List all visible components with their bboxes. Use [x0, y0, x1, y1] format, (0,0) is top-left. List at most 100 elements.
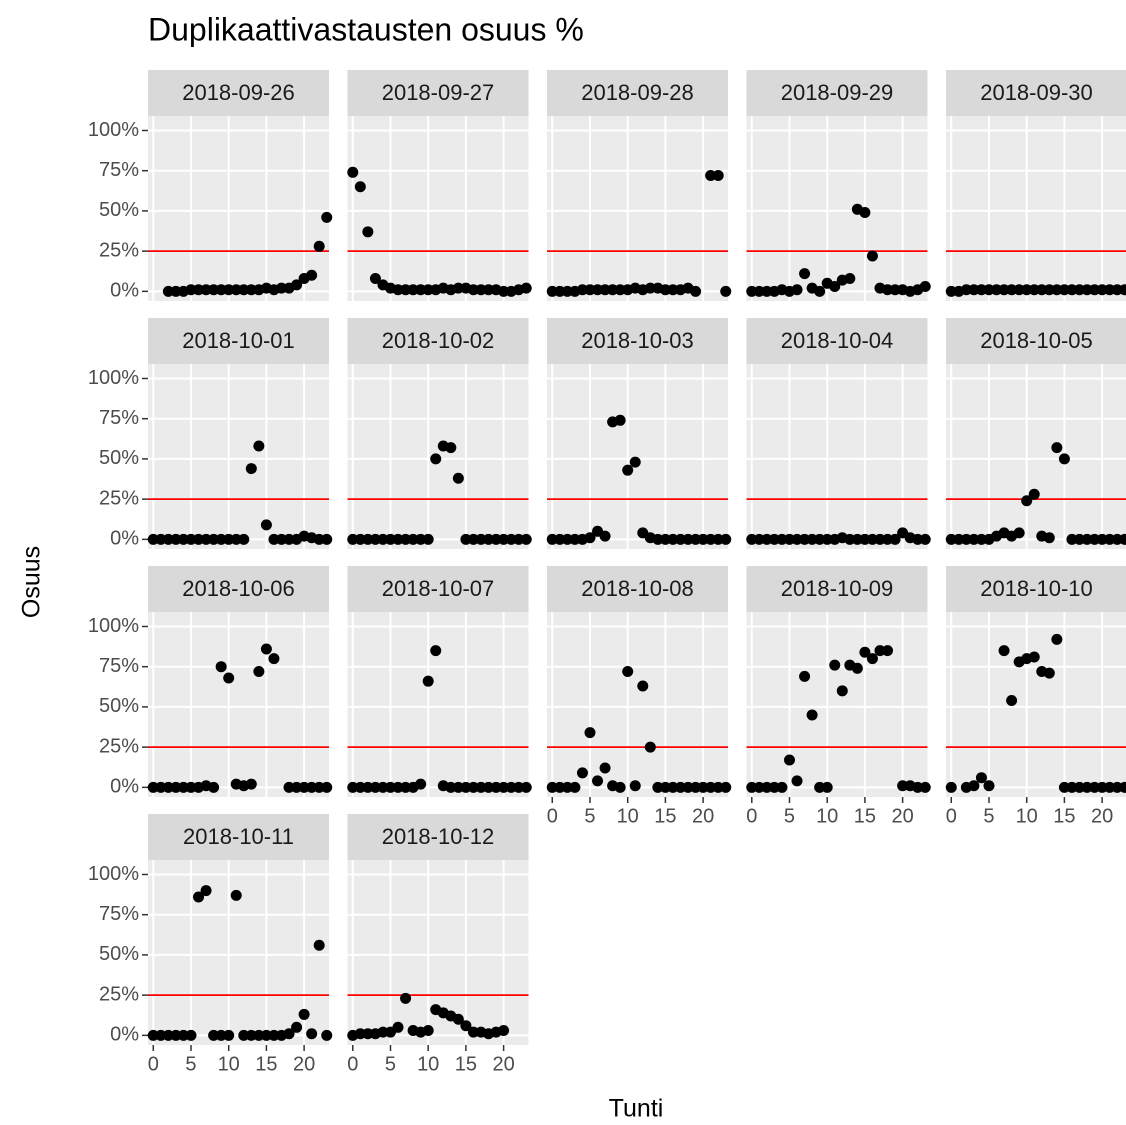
y-tick-label: 0%	[110, 280, 139, 302]
y-tick-label: 25%	[99, 735, 139, 757]
point	[561, 533, 573, 545]
strip-label: 2018-10-11	[183, 824, 294, 849]
y-tick-label: 100%	[88, 367, 139, 389]
x-tick-label: 15	[654, 805, 676, 827]
point	[761, 285, 773, 297]
point	[1013, 527, 1025, 539]
point	[776, 781, 788, 793]
point	[467, 533, 479, 545]
point	[983, 780, 995, 792]
y-tick-label: 75%	[99, 903, 139, 925]
point	[1051, 442, 1063, 454]
point	[614, 414, 626, 426]
point	[919, 781, 931, 793]
x-tick-label: 5	[983, 805, 994, 827]
point	[584, 532, 596, 544]
x-tick-label: 15	[1053, 805, 1075, 827]
point	[629, 780, 641, 792]
point	[505, 781, 517, 793]
point	[347, 166, 359, 178]
point	[720, 533, 732, 545]
point	[215, 661, 227, 673]
point	[498, 285, 510, 297]
point	[912, 781, 924, 793]
point	[283, 781, 295, 793]
point	[384, 533, 396, 545]
point	[674, 781, 686, 793]
point	[1006, 694, 1018, 706]
x-tick-label: 20	[293, 1053, 315, 1075]
point	[659, 284, 671, 296]
point	[162, 533, 174, 545]
strip	[946, 70, 1126, 116]
point	[614, 781, 626, 793]
point	[460, 533, 472, 545]
point	[667, 284, 679, 296]
point	[983, 284, 995, 296]
point	[392, 284, 404, 296]
strip-label: 2018-09-28	[581, 80, 694, 105]
strip-label: 2018-10-02	[382, 328, 495, 353]
point	[490, 533, 502, 545]
point	[177, 1029, 189, 1041]
y-tick-label: 50%	[99, 199, 139, 221]
panel-bg	[547, 364, 728, 549]
point	[185, 781, 197, 793]
point	[193, 533, 205, 545]
x-tick-label: 10	[816, 805, 838, 827]
point	[682, 781, 694, 793]
point	[313, 240, 325, 252]
point	[859, 533, 871, 545]
point	[592, 775, 604, 787]
point	[147, 533, 159, 545]
x-tick-label: 0	[148, 1053, 159, 1075]
panel-bg	[347, 860, 529, 1045]
point	[746, 285, 758, 297]
strip	[946, 318, 1126, 364]
point	[223, 672, 235, 684]
point	[998, 284, 1010, 296]
strip-label: 2018-09-29	[781, 80, 894, 105]
strip	[547, 70, 728, 116]
point	[155, 781, 167, 793]
y-tick-label: 75%	[99, 159, 139, 181]
x-tick-label: 5	[185, 1053, 196, 1075]
point	[1104, 781, 1116, 793]
point	[306, 269, 318, 281]
x-tick-label: 5	[784, 805, 795, 827]
point	[185, 284, 197, 296]
y-tick-label: 75%	[99, 655, 139, 677]
point	[1104, 284, 1116, 296]
point	[1043, 667, 1055, 679]
point	[746, 781, 758, 793]
point	[245, 778, 257, 790]
point	[430, 645, 442, 657]
x-tick-label: 0	[946, 805, 957, 827]
point	[377, 533, 389, 545]
point	[200, 885, 212, 897]
strip-label: 2018-10-06	[182, 576, 295, 601]
point	[1111, 533, 1123, 545]
point	[592, 284, 604, 296]
panel-bg	[148, 116, 329, 301]
point	[945, 781, 957, 793]
point	[505, 533, 517, 545]
point	[283, 533, 295, 545]
panel-bg	[946, 116, 1126, 301]
point	[960, 533, 972, 545]
point	[919, 533, 931, 545]
point	[746, 533, 758, 545]
point	[1043, 284, 1055, 296]
point	[347, 533, 359, 545]
point	[1104, 533, 1116, 545]
point	[245, 284, 257, 296]
y-tick-label: 50%	[99, 695, 139, 717]
point	[369, 781, 381, 793]
point	[223, 284, 235, 296]
point	[874, 533, 886, 545]
point	[889, 533, 901, 545]
point	[1081, 781, 1093, 793]
point	[1119, 533, 1126, 545]
point	[882, 284, 894, 296]
